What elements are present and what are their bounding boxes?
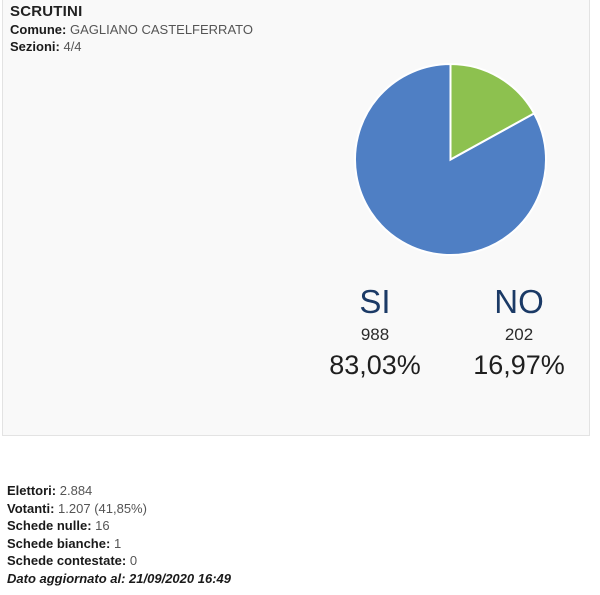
stat-row-schede-contestate: Schede contestate: 0 [7, 552, 567, 570]
meta-value-sezioni: 4/4 [63, 39, 82, 54]
result-votes-no: 202 [504, 325, 534, 344]
stat-value-elettori: 2.884 [59, 483, 93, 498]
last-updated-text: Dato aggiornato al: 21/09/2020 16:49 [7, 570, 231, 586]
stat-label-votanti: Votanti: [7, 500, 55, 516]
stat-value-votanti: 1.207 (41,85%) [58, 500, 147, 516]
stat-row-elettori: Elettori: 2.884 [7, 482, 567, 500]
stat-label-schede-contestate: Schede contestate: [7, 553, 127, 568]
stat-label-schede-bianche: Schede bianche: [7, 535, 111, 551]
page-title: SCRUTINI [10, 3, 83, 20]
results-summary: SI 988 83,03% NO 202 16,97% [303, 282, 591, 382]
meta-row-comune: Comune: GAGLIANO CASTELFERRATO [10, 21, 253, 38]
meta-row-sezioni: Sezioni: 4/4 [10, 38, 253, 55]
pie-slice-si[interactable] [354, 62, 547, 256]
result-percent-si: 83,03% [329, 350, 421, 380]
results-pie-chart [353, 62, 548, 257]
meta-label-comune: Comune: [10, 22, 67, 37]
stat-value-schede-bianche: 1 [113, 535, 122, 551]
result-block-no: NO 202 16,97% [447, 282, 591, 382]
meta-label-sezioni: Sezioni: [10, 39, 60, 54]
result-name-si: SI [359, 283, 391, 320]
result-votes-si: 988 [360, 325, 390, 344]
result-block-si: SI 988 83,03% [303, 282, 447, 382]
meta-value-comune: GAGLIANO CASTELFERRATO [69, 22, 253, 37]
pie-chart-svg [354, 62, 547, 256]
stat-value-schede-nulle: 16 [95, 518, 110, 533]
result-name-no: NO [494, 283, 544, 320]
stat-label-schede-nulle: Schede nulle: [7, 518, 92, 533]
pie-slice-no[interactable] [449, 62, 536, 162]
result-percent-no: 16,97% [473, 350, 565, 380]
stat-row-votanti: Votanti: 1.207 (41,85%) [7, 500, 567, 518]
stat-label-elettori: Elettori: [7, 483, 57, 498]
panel-header: SCRUTINI Comune: GAGLIANO CASTELFERRATO … [10, 2, 253, 55]
footer-stats: Elettori: 2.884 Votanti: 1.207 (41,85%) … [7, 482, 567, 587]
stat-row-schede-bianche: Schede bianche: 1 [7, 535, 567, 553]
stat-value-schede-contestate: 0 [129, 553, 138, 568]
pie-slices [354, 62, 547, 256]
scrutini-panel: SCRUTINI Comune: GAGLIANO CASTELFERRATO … [2, 0, 590, 436]
stat-row-schede-nulle: Schede nulle: 16 [7, 517, 567, 535]
